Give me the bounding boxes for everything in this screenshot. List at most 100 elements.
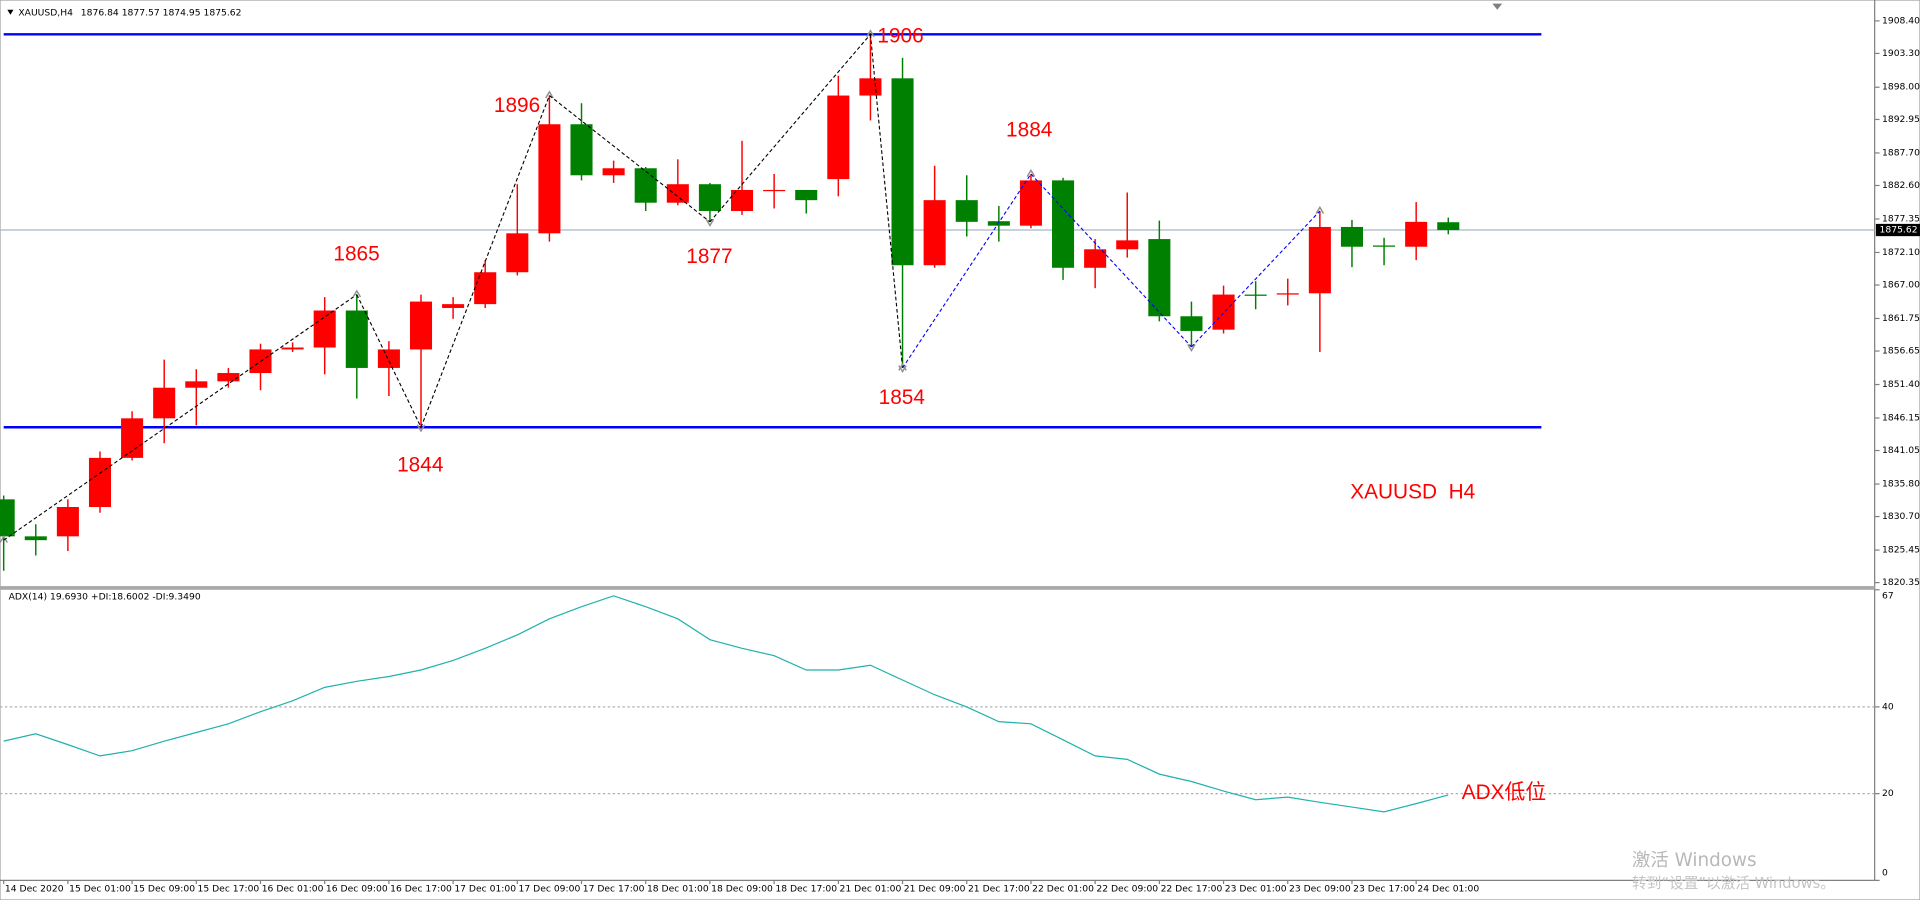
candle-body xyxy=(730,189,754,212)
zigzag-segment xyxy=(3,294,358,541)
candle-body xyxy=(409,301,433,350)
header-arrow xyxy=(7,9,14,15)
y-tick-label: 1841.05 xyxy=(1882,445,1920,456)
zigzag-segment xyxy=(1030,173,1192,348)
zigzag-segment xyxy=(420,95,550,428)
annotation: 1877 xyxy=(686,245,732,268)
swing-marker xyxy=(1026,168,1036,177)
header-open: 1876.84 xyxy=(81,7,119,18)
candle-body xyxy=(313,310,336,348)
x-tick-label: 16 Dec 09:00 xyxy=(326,883,388,894)
swing-marker xyxy=(1187,344,1196,352)
zigzag-segment xyxy=(1191,210,1321,348)
y-tick-label: 1856.65 xyxy=(1882,346,1920,357)
x-tick-label: 21 Dec 17:00 xyxy=(968,883,1030,894)
annotation: 1906 xyxy=(877,24,923,47)
candle-body xyxy=(859,78,882,96)
y-tick-label: 1887.70 xyxy=(1882,147,1920,158)
candle-body xyxy=(1052,180,1075,268)
x-tick-label: 17 Dec 09:00 xyxy=(519,883,581,894)
annotation: XAUUSD H4 xyxy=(1350,480,1475,503)
candle-body xyxy=(602,168,625,176)
y-tick-label: 1882.60 xyxy=(1882,180,1920,191)
symbol-header: XAUUSD,H4 1876.84 1877.57 1874.95 1875.6… xyxy=(18,7,241,18)
candle-body xyxy=(185,381,208,388)
y-tick-label: 1867.00 xyxy=(1882,280,1920,291)
x-tick-label: 15 Dec 09:00 xyxy=(133,883,195,894)
y-tick-label: 1825.45 xyxy=(1882,545,1920,556)
watermark: 激活 Windows xyxy=(1632,850,1757,871)
candle-body xyxy=(1148,239,1171,317)
candle-body xyxy=(345,310,368,368)
candle-body xyxy=(0,499,15,537)
y-tick-label: 20 xyxy=(1882,788,1894,799)
y-tick-label: 1908.40 xyxy=(1882,15,1920,26)
candle-body xyxy=(763,189,786,192)
candle-body xyxy=(56,507,79,537)
x-tick-label: 21 Dec 01:00 xyxy=(840,883,902,894)
zigzag-segment xyxy=(869,34,904,368)
header-low: 1874.95 xyxy=(163,7,201,18)
candle-body xyxy=(24,536,47,541)
swing-marker xyxy=(416,424,426,433)
candle-body xyxy=(1437,222,1460,231)
zigzag-segment xyxy=(549,95,711,223)
adx-header: ADX(14) 19.6930 +DI:18.6002 -DI:9.3490 xyxy=(9,592,201,603)
candle-body xyxy=(570,124,593,176)
candle-body xyxy=(1244,294,1267,296)
y-tick-label: 1898.00 xyxy=(1882,82,1920,93)
symbol: XAUUSD,H4 xyxy=(18,7,73,18)
candle-body xyxy=(281,347,304,350)
x-tick-label: 14 Dec 2020 xyxy=(5,883,64,894)
annotation: 1865 xyxy=(333,243,379,266)
x-tick-label: 23 Dec 17:00 xyxy=(1353,883,1415,894)
candle-body xyxy=(891,78,914,266)
watermark: 转到“设置”以激活 Windows。 xyxy=(1632,875,1835,892)
current-price-label: 1875.62 xyxy=(1880,225,1918,236)
y-tick-label: 40 xyxy=(1882,701,1894,712)
swing-marker xyxy=(0,535,8,544)
candle-body xyxy=(923,200,946,266)
x-tick-label: 18 Dec 09:00 xyxy=(711,883,773,894)
x-tick-label: 22 Dec 17:00 xyxy=(1161,883,1223,894)
adx-annotation: ADX低位 xyxy=(1462,781,1546,804)
x-tick-label: 15 Dec 17:00 xyxy=(198,883,260,894)
candle-body xyxy=(442,304,465,308)
y-tick-label: 1835.80 xyxy=(1882,479,1920,490)
candle-body xyxy=(1019,180,1042,226)
header-close: 1875.62 xyxy=(204,7,242,18)
annotation: 1854 xyxy=(879,386,925,409)
current-price-tag xyxy=(1875,223,1920,237)
x-tick-label: 23 Dec 01:00 xyxy=(1225,883,1287,894)
y-tick-label: 1877.35 xyxy=(1882,213,1920,224)
x-tick-label: 22 Dec 09:00 xyxy=(1096,883,1158,894)
candle-body xyxy=(827,95,850,180)
zigzag-segment xyxy=(356,294,422,428)
swing-marker xyxy=(898,362,907,371)
candle-body xyxy=(634,168,657,203)
annotation: 1884 xyxy=(1006,119,1052,142)
swing-marker xyxy=(1315,205,1325,214)
y-tick-label: 67 xyxy=(1882,590,1894,601)
candle-body xyxy=(121,418,144,458)
x-tick-label: 22 Dec 01:00 xyxy=(1032,883,1094,894)
swing-marker xyxy=(545,90,554,99)
candle-body xyxy=(1340,226,1363,247)
candle-body xyxy=(506,233,529,273)
candle-body xyxy=(1212,294,1235,330)
candle-body xyxy=(698,184,721,212)
x-tick-label: 16 Dec 17:00 xyxy=(390,883,452,894)
y-tick-label: 1903.30 xyxy=(1882,48,1920,59)
zigzag-segment xyxy=(902,173,1032,369)
adx-line xyxy=(3,595,1449,813)
candle-body xyxy=(795,189,818,201)
y-tick-label: 1830.70 xyxy=(1882,511,1920,522)
marks: 1908.40 1903.30 1898.00 1892.95 1887.70 1882.… xyxy=(0,15,1920,894)
candle-body xyxy=(1116,240,1139,250)
candle-body xyxy=(538,124,561,234)
candle-body xyxy=(474,272,497,305)
candle-body xyxy=(1373,245,1396,247)
